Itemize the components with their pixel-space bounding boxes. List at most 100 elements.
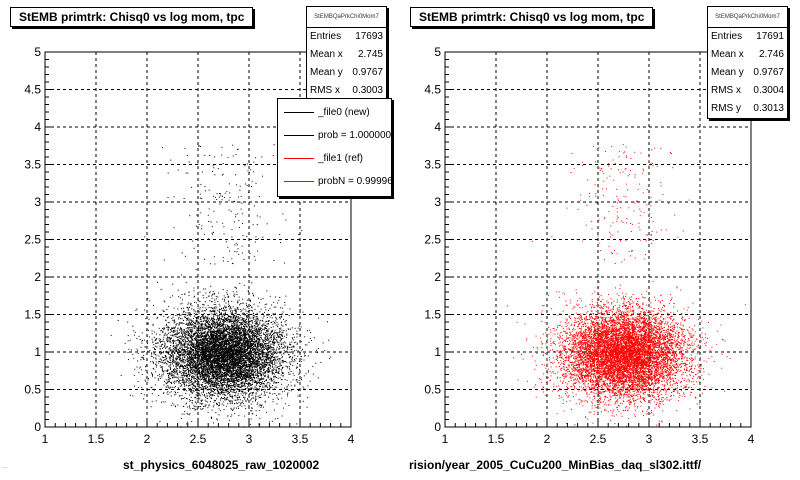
data-point xyxy=(195,268,197,270)
data-point xyxy=(228,358,230,360)
data-point xyxy=(257,331,259,333)
data-point xyxy=(209,379,211,381)
data-point xyxy=(239,336,241,338)
data-point xyxy=(223,341,225,343)
data-point xyxy=(222,347,224,349)
data-point xyxy=(209,364,210,366)
data-point xyxy=(233,221,235,223)
data-point xyxy=(197,321,199,323)
data-point xyxy=(253,335,255,336)
data-point xyxy=(209,330,211,332)
data-point xyxy=(213,385,215,387)
data-point xyxy=(183,359,185,360)
data-point xyxy=(235,359,237,361)
data-point xyxy=(206,359,208,361)
data-point xyxy=(175,406,177,408)
data-point xyxy=(202,382,204,383)
data-point xyxy=(305,373,307,375)
data-point xyxy=(179,335,181,337)
data-point xyxy=(248,345,250,346)
data-point xyxy=(237,381,239,382)
data-point xyxy=(215,359,217,361)
data-point xyxy=(165,320,167,321)
data-point xyxy=(247,383,249,385)
data-point xyxy=(231,262,233,264)
data-point xyxy=(260,201,262,203)
data-point xyxy=(177,352,178,354)
data-point xyxy=(188,353,190,355)
data-point xyxy=(259,335,261,337)
data-point xyxy=(232,376,234,378)
data-point xyxy=(244,370,246,372)
data-point xyxy=(201,349,203,351)
data-point xyxy=(309,380,311,382)
data-point xyxy=(266,326,268,327)
data-point xyxy=(177,338,179,340)
data-point xyxy=(252,333,253,335)
data-point xyxy=(249,370,250,372)
data-point xyxy=(207,322,209,324)
data-point xyxy=(226,382,228,384)
data-point xyxy=(236,333,238,334)
data-point xyxy=(248,360,250,362)
data-point xyxy=(262,352,264,354)
data-point xyxy=(198,315,200,317)
data-point xyxy=(197,346,199,348)
data-point xyxy=(198,336,200,338)
data-point xyxy=(243,342,245,344)
data-point xyxy=(213,331,215,333)
data-point xyxy=(211,390,213,392)
data-point xyxy=(279,297,281,299)
data-point xyxy=(260,327,262,329)
data-point xyxy=(200,323,202,325)
data-point xyxy=(229,379,231,381)
data-point xyxy=(215,319,217,321)
data-point xyxy=(268,377,270,379)
data-point xyxy=(195,403,197,405)
data-point xyxy=(178,316,180,318)
data-point xyxy=(200,384,202,386)
data-point xyxy=(252,363,254,365)
data-point xyxy=(192,350,194,352)
data-point xyxy=(237,397,238,399)
data-point xyxy=(241,360,243,362)
data-point xyxy=(269,345,271,347)
data-point xyxy=(195,385,197,387)
data-point xyxy=(262,236,264,238)
data-point xyxy=(242,343,244,345)
data-point xyxy=(159,347,161,349)
data-point xyxy=(160,338,162,340)
data-point xyxy=(216,402,218,404)
data-point xyxy=(237,314,239,316)
data-point xyxy=(170,362,172,364)
data-point xyxy=(196,368,198,370)
data-point xyxy=(193,247,195,249)
data-point xyxy=(256,319,257,321)
data-point xyxy=(253,366,255,367)
data-point xyxy=(154,340,156,341)
data-point xyxy=(270,358,272,360)
data-point xyxy=(240,342,242,344)
data-point xyxy=(269,346,271,347)
data-point xyxy=(195,345,197,347)
data-point xyxy=(219,380,221,382)
data-point xyxy=(202,356,204,358)
data-point xyxy=(205,320,207,322)
data-point xyxy=(238,374,240,376)
data-point xyxy=(248,344,250,346)
data-point xyxy=(230,416,232,418)
data-point xyxy=(166,309,168,311)
data-point xyxy=(232,344,234,346)
data-point xyxy=(167,394,169,396)
data-point xyxy=(266,356,268,358)
data-point xyxy=(197,381,199,383)
data-point xyxy=(226,384,228,386)
data-point xyxy=(253,334,255,335)
data-point xyxy=(191,386,193,388)
data-point xyxy=(223,350,225,352)
data-point xyxy=(214,383,216,385)
data-point xyxy=(185,333,187,335)
data-point xyxy=(240,393,242,395)
data-point xyxy=(224,370,226,372)
data-point xyxy=(237,213,239,215)
